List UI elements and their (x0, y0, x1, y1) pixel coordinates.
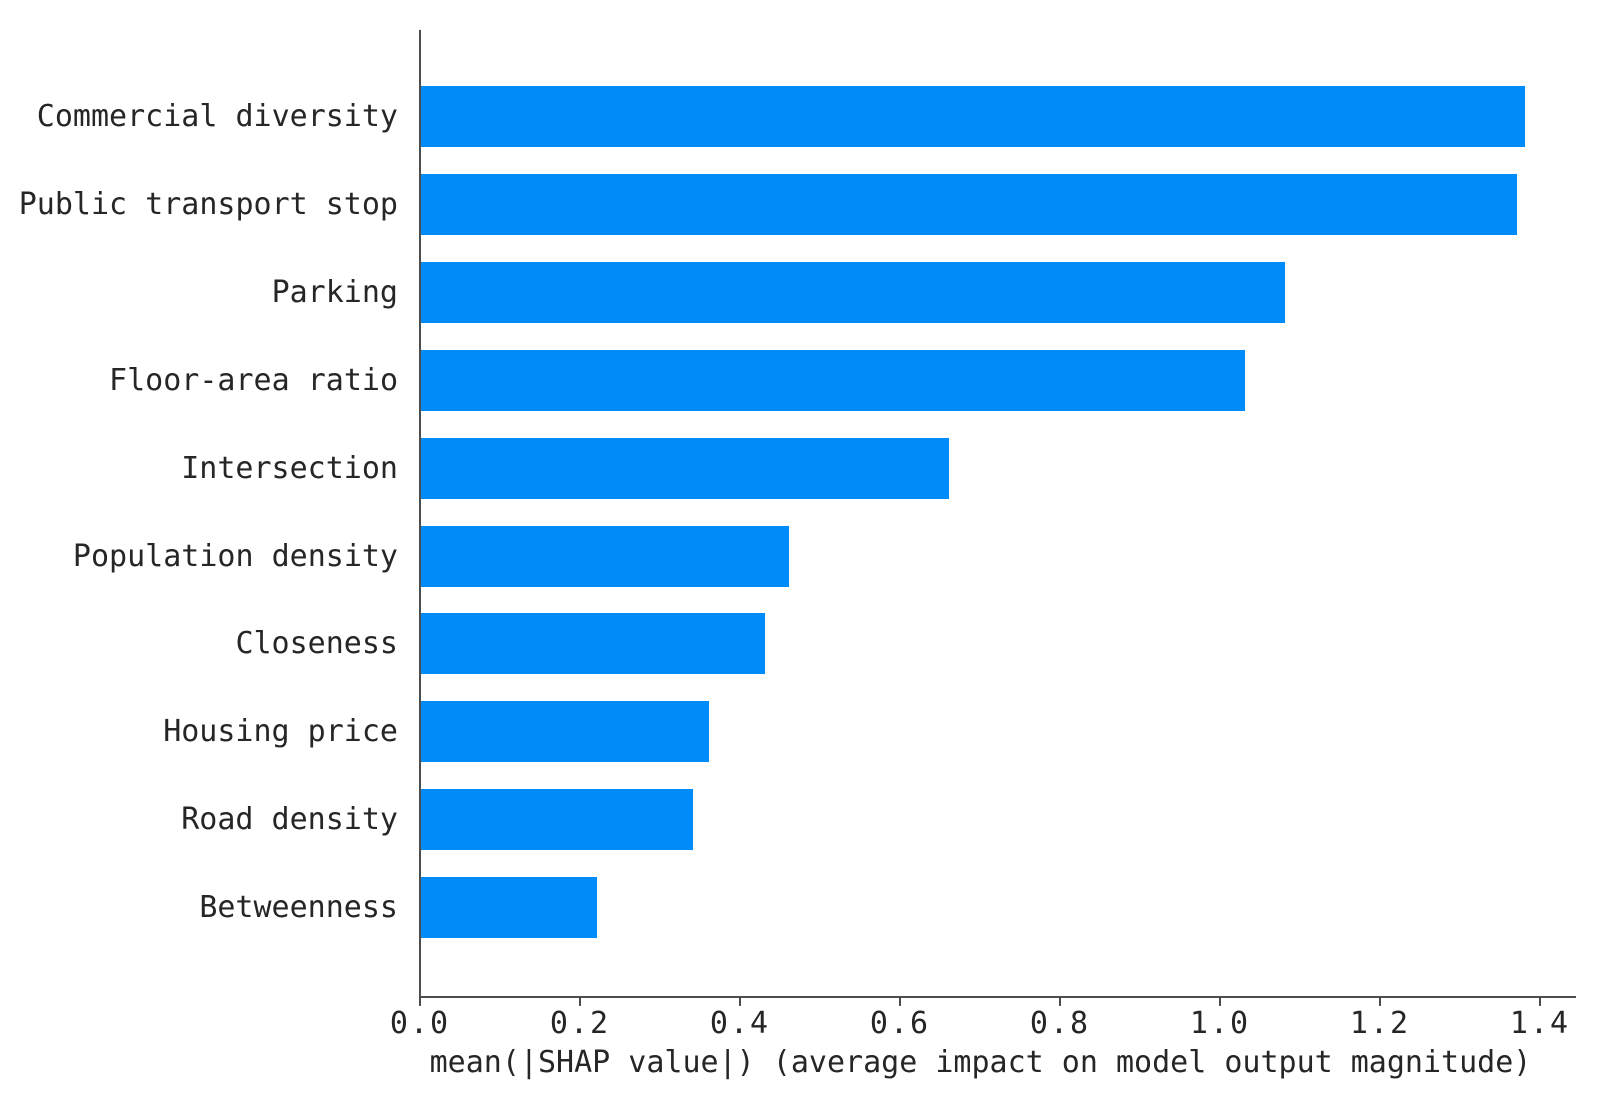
x-tick-label: 1.4 (1509, 1006, 1571, 1041)
bar (421, 789, 693, 850)
y-tick-label: Betweenness (199, 890, 398, 925)
x-tick-label: 0.4 (709, 1006, 771, 1041)
bar (421, 86, 1525, 147)
x-tick-mark (419, 996, 421, 1006)
x-axis-spine (419, 996, 1576, 998)
y-axis-spine (419, 30, 421, 998)
y-tick-label: Parking (271, 275, 398, 310)
x-axis-label: mean(|SHAP value|) (average impact on mo… (429, 1045, 1532, 1080)
x-tick-mark (1059, 996, 1061, 1006)
y-tick-label: Floor-area ratio (109, 363, 398, 398)
x-tick-mark (899, 996, 901, 1006)
y-tick-label: Intersection (181, 451, 398, 486)
y-tick-label: Housing price (163, 714, 398, 749)
bar (421, 262, 1285, 323)
y-tick-label: Closeness (235, 626, 398, 661)
x-tick-mark (1379, 996, 1381, 1006)
y-tick-label: Commercial diversity (36, 99, 398, 134)
x-tick-label: 1.2 (1349, 1006, 1411, 1041)
x-tick-label: 0.8 (1029, 1006, 1091, 1041)
x-tick-label: 0.6 (869, 1006, 931, 1041)
bar (421, 613, 765, 674)
bar (421, 877, 597, 938)
x-tick-label: 1.0 (1189, 1006, 1251, 1041)
x-tick-label: 0.2 (549, 1006, 611, 1041)
x-tick-mark (1539, 996, 1541, 1006)
y-tick-label: Road density (181, 802, 398, 837)
bar (421, 174, 1517, 235)
bar (421, 350, 1245, 411)
bar (421, 526, 789, 587)
x-tick-label: 0.0 (389, 1006, 451, 1041)
y-tick-label: Population density (72, 539, 398, 574)
x-tick-mark (579, 996, 581, 1006)
bar (421, 701, 709, 762)
x-tick-mark (1219, 996, 1221, 1006)
x-tick-mark (739, 996, 741, 1006)
bar (421, 438, 949, 499)
y-tick-label: Public transport stop (18, 187, 398, 222)
